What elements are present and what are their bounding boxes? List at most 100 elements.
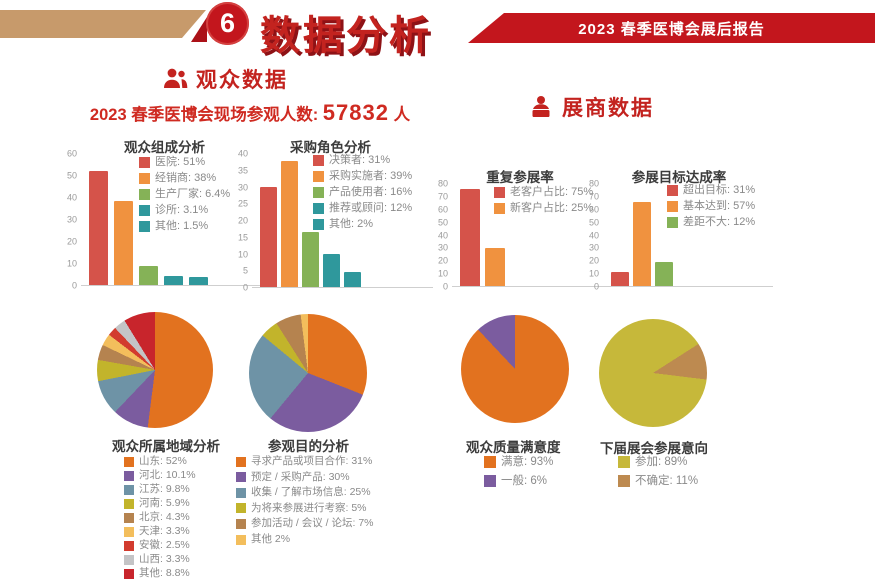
legend-swatch	[124, 512, 134, 523]
legend-label: 差距不大: 12%	[683, 216, 756, 229]
legend-label: 老客户占比: 75%	[510, 186, 594, 198]
pie-chart-audience-quality	[461, 315, 569, 423]
legend-item: 寻求产品或项目合作: 31%	[236, 455, 374, 468]
legend-label: 决策者: 31%	[329, 154, 391, 166]
bar-其他	[344, 272, 361, 287]
legend-label: 其他 2%	[251, 532, 291, 545]
bar-推荐或顾问	[323, 253, 340, 287]
bar-采购实施者	[281, 160, 298, 287]
legend-swatch	[484, 474, 496, 487]
y-tick-label: 15	[237, 232, 248, 243]
y-tick-label: 0	[593, 281, 599, 292]
bar-老客户占比	[460, 189, 480, 286]
legend-label: 河南: 5.9%	[139, 497, 190, 510]
legend-label: 参加活动 / 会议 / 论坛: 7%	[251, 517, 374, 530]
legend-swatch	[124, 569, 134, 580]
y-tick-label: 80	[588, 178, 599, 189]
legend-label: 山西: 3.3%	[139, 553, 190, 566]
bar-新客户占比	[485, 247, 505, 286]
chart-body: 80 70 60 50 40 30 20 10 0	[585, 179, 773, 291]
y-tick-label: 0	[442, 281, 448, 292]
exhibitor-section-header: 展商数据	[528, 92, 654, 122]
legend-label: 为将来参展进行考察: 5%	[251, 501, 367, 514]
pie-title-audience-quality: 观众质量满意度	[466, 440, 561, 455]
legend-item: 不确定: 11%	[618, 475, 698, 488]
legend-item: 医院: 51%	[139, 156, 230, 168]
legend-label: 天津: 3.3%	[139, 525, 190, 538]
legend-swatch	[124, 498, 134, 509]
chart-body: 80 70 60 50 40 30 20 10 0	[436, 179, 604, 291]
chart-legend: 决策者: 31% 采购实施者: 39% 产品使用者: 16% 推荐或顾问: 12% 其他…	[313, 154, 412, 230]
legend-item: 参加: 89%	[618, 456, 698, 469]
visitor-count-suffix: 人	[388, 106, 411, 124]
legend-swatch	[484, 456, 496, 469]
chart-title: 采购角色分析	[290, 140, 371, 155]
legend-swatch	[139, 204, 150, 216]
legend-label: 寻求产品或项目合作: 31%	[251, 455, 373, 467]
legend-item: 山东: 52%	[124, 455, 196, 468]
legend-swatch	[139, 156, 150, 168]
legend-item: 其他: 8.8%	[124, 568, 196, 580]
chart-title: 重复参展率	[486, 170, 554, 185]
legend-item: 采购实施者: 39%	[313, 170, 412, 182]
y-tick-label: 40	[437, 230, 448, 240]
legend-swatch	[236, 518, 246, 529]
legend-item: 基本达到: 57%	[667, 200, 755, 212]
y-tick-label: 80	[437, 178, 448, 189]
y-tick-label: 60	[66, 148, 77, 159]
legend-item: 河南: 5.9%	[124, 498, 196, 510]
page-title: 数据分析	[260, 14, 432, 58]
legend-item: 天津: 3.3%	[124, 526, 196, 538]
y-tick-label: 10	[588, 268, 599, 279]
legend-label: 推荐或顾问: 12%	[329, 202, 413, 215]
legend-item: 产品使用者: 16%	[313, 186, 412, 198]
y-tick-label: 60	[437, 204, 448, 215]
legend-swatch	[139, 220, 150, 232]
y-tick-label: 70	[588, 191, 599, 202]
visitor-count-line: 2023 春季医博会现场参观人数: 57832 人	[55, 100, 445, 126]
pie-title-next-intent: 下届展会参展意向	[600, 441, 708, 456]
chart-legend: 超出目标: 31% 基本达到: 57% 差距不大: 12%	[667, 184, 755, 228]
legend-item: 其他 2%	[236, 532, 374, 546]
legend-label: 基本达到: 57%	[683, 200, 756, 213]
legend-label: 山东: 52%	[139, 455, 187, 467]
legend-swatch	[667, 200, 678, 212]
legend-swatch	[124, 484, 134, 495]
legend-label: 河北: 10.1%	[139, 469, 196, 482]
legend-item: 满意: 93%	[484, 456, 553, 469]
legend-swatch	[494, 202, 505, 214]
y-axis: 40 35 30 25 20 15 10 5 0	[228, 149, 252, 292]
legend-item: 江苏: 9.8%	[124, 484, 196, 496]
legend-swatch	[313, 186, 324, 198]
bar-chart-goal-achievement: 参展目标达成率 80 70 60 50 40 30 20 10 0 超出目标: 31% 基本达到: 5…	[585, 166, 773, 291]
legend-item: 差距不大: 12%	[667, 216, 755, 228]
pie-title-visit-purpose: 参观目的分析	[268, 439, 349, 454]
report-ribbon-label: 2023 春季医博会展后报告	[578, 20, 765, 38]
legend-item: 经销商: 38%	[139, 172, 230, 184]
chart-legend: 老客户占比: 75% 新客户占比: 25%	[494, 186, 593, 214]
legend-label: 超出目标: 31%	[683, 184, 756, 196]
bar-其他	[189, 277, 208, 285]
y-tick-label: 30	[237, 182, 248, 192]
section-number-badge: 6	[206, 2, 249, 45]
legend-label: 生产厂家: 6.4%	[155, 188, 231, 201]
audience-section-title: 观众数据	[196, 69, 288, 92]
bar-产品使用者	[302, 232, 319, 287]
y-tick-label: 10	[66, 258, 77, 269]
legend-swatch	[124, 555, 134, 566]
legend-item: 推荐或顾问: 12%	[313, 202, 412, 214]
legend-swatch	[124, 470, 134, 481]
legend-item: 诊所: 3.1%	[139, 204, 230, 216]
legend-swatch	[139, 188, 150, 200]
legend-item: 安徽: 2.5%	[124, 540, 196, 552]
legend-item: 决策者: 31%	[313, 154, 412, 166]
legend-swatch	[313, 202, 324, 214]
tan-ribbon-decoration	[0, 10, 206, 38]
report-ribbon: 2023 春季医博会展后报告	[468, 13, 875, 43]
legend-swatch	[139, 172, 150, 184]
legend-label: 北京: 4.3%	[139, 511, 190, 524]
y-tick-label: 30	[588, 242, 599, 253]
audience-people-icon	[164, 68, 188, 88]
bar-生产厂家	[139, 266, 158, 285]
visitor-count-prefix: 2023 春季医博会现场参观人数:	[89, 106, 323, 124]
